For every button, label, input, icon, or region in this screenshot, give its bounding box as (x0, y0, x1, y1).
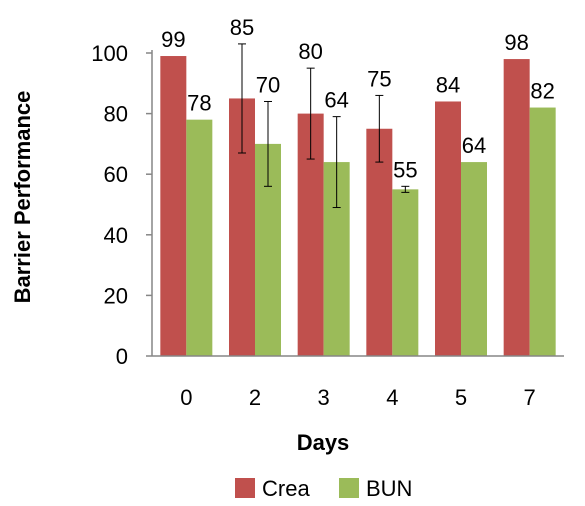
bar-bun (461, 162, 487, 356)
data-label-crea: 80 (298, 39, 322, 64)
bar-bun (529, 107, 556, 356)
x-tick-label: 4 (386, 385, 398, 410)
x-tick-label: 3 (318, 385, 330, 410)
y-tick-label: 80 (104, 102, 128, 127)
y-axis-title: Barrier Performance (10, 91, 35, 304)
x-tick-label: 7 (524, 385, 536, 410)
x-tick-label: 2 (249, 385, 261, 410)
legend-swatch-bun (339, 478, 359, 498)
data-label-crea: 98 (504, 30, 528, 55)
data-label-crea: 84 (436, 72, 460, 97)
x-tick-label: 5 (455, 385, 467, 410)
legend: Crea BUN (235, 476, 412, 501)
y-tick-label: 20 (104, 283, 128, 308)
bar-bun (392, 189, 419, 356)
x-tick-label: 0 (180, 385, 192, 410)
x-axis-ticks: 0 2 3 4 5 7 (180, 385, 536, 410)
legend-label-crea: Crea (262, 476, 310, 501)
bar-bun (186, 119, 213, 356)
data-label-bun: 64 (462, 133, 486, 158)
data-label-bun: 55 (393, 157, 417, 182)
data-label-crea: 99 (161, 27, 185, 52)
y-tick-label: 40 (104, 223, 128, 248)
legend-label-bun: BUN (366, 476, 412, 501)
data-label-crea: 75 (367, 66, 391, 91)
y-tick-label: 60 (104, 162, 128, 187)
bar-crea (503, 59, 530, 357)
data-label-bun: 82 (530, 79, 554, 104)
legend-swatch-crea (235, 478, 255, 498)
y-tick-label: 100 (91, 41, 128, 66)
data-label-crea: 85 (230, 15, 254, 40)
data-label-bun: 70 (256, 72, 280, 97)
data-label-bun: 64 (324, 88, 348, 113)
bar-crea (366, 128, 393, 356)
data-label-bun: 78 (187, 91, 211, 116)
bars (160, 56, 556, 357)
y-tick-label: 0 (116, 344, 128, 369)
y-axis-ticks: 0 20 40 60 80 100 (91, 41, 152, 369)
error-bars (238, 43, 410, 209)
x-axis-title: Days (297, 430, 350, 455)
bar-crea (435, 101, 461, 356)
bar-crea (160, 56, 187, 356)
data-labels: 99 85 80 75 84 98 78 70 64 55 64 82 (161, 15, 555, 182)
